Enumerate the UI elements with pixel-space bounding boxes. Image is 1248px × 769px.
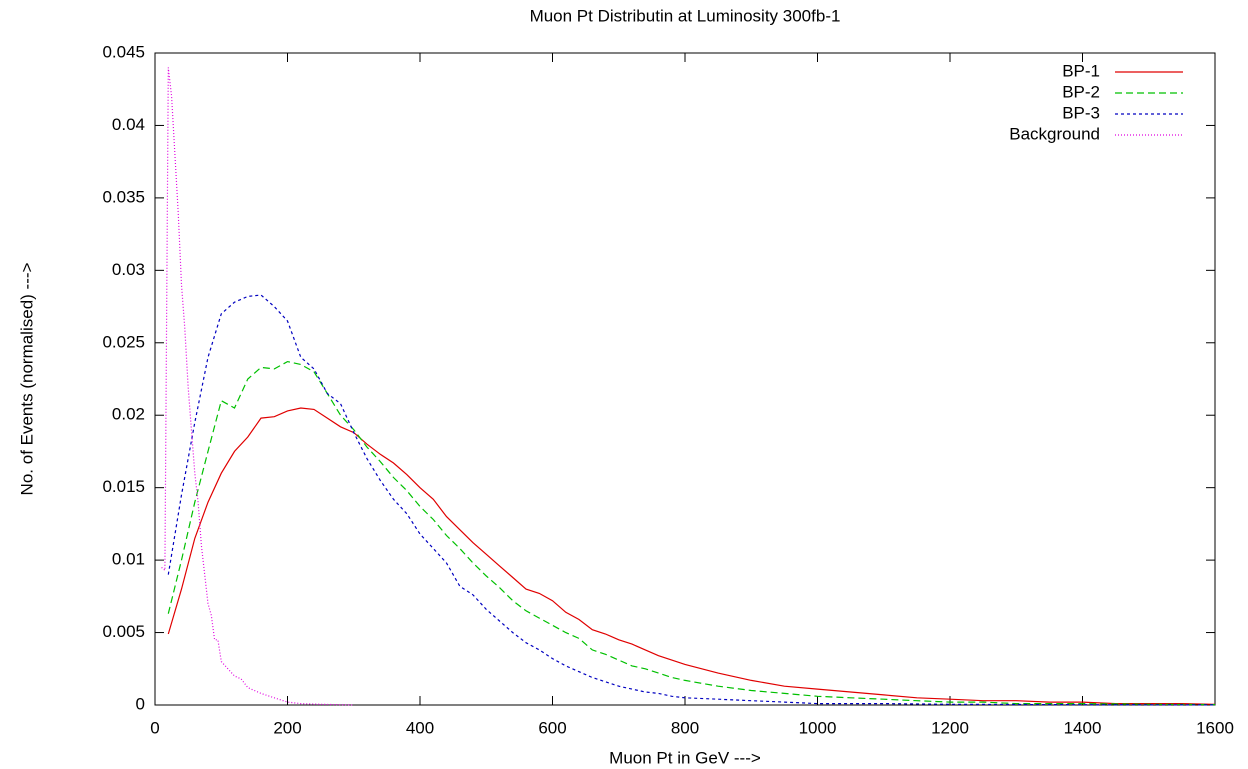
y-tick-label: 0.04 <box>112 115 145 134</box>
x-tick-label: 600 <box>538 718 566 737</box>
x-tick-label: 1600 <box>1196 718 1234 737</box>
x-tick-label: 0 <box>150 718 159 737</box>
x-tick-label: 1200 <box>931 718 969 737</box>
legend-label: BP-3 <box>1062 103 1100 122</box>
x-axis-label: Muon Pt in GeV ---> <box>609 748 761 767</box>
x-tick-label: 800 <box>671 718 699 737</box>
y-tick-label: 0 <box>136 694 145 713</box>
data-line <box>167 407 1216 705</box>
x-tick-label: 1000 <box>799 718 837 737</box>
data-line <box>161 67 354 706</box>
y-tick-label: 0.025 <box>102 332 145 351</box>
data-line <box>167 294 1216 706</box>
x-tick-label: 400 <box>406 718 434 737</box>
y-axis-label: No. of Events (normalised) ---> <box>17 262 36 495</box>
y-tick-label: 0.035 <box>102 187 145 206</box>
plot-frame <box>154 52 1216 706</box>
y-tick-label: 0.015 <box>102 477 145 496</box>
y-tick-label: 0.005 <box>102 622 145 641</box>
data-line <box>167 360 1216 706</box>
x-tick-label: 1400 <box>1064 718 1102 737</box>
y-tick-label: 0.03 <box>112 260 145 279</box>
chart-title: Muon Pt Distributin at Luminosity 300fb-… <box>530 6 841 25</box>
legend-label: BP-2 <box>1062 82 1100 101</box>
y-tick-label: 0.02 <box>112 405 145 424</box>
legend-label: Background <box>1009 124 1100 143</box>
y-tick-label: 0.045 <box>102 42 145 61</box>
y-tick-label: 0.01 <box>112 550 145 569</box>
x-tick-label: 200 <box>273 718 301 737</box>
legend-label: BP-1 <box>1062 61 1100 80</box>
